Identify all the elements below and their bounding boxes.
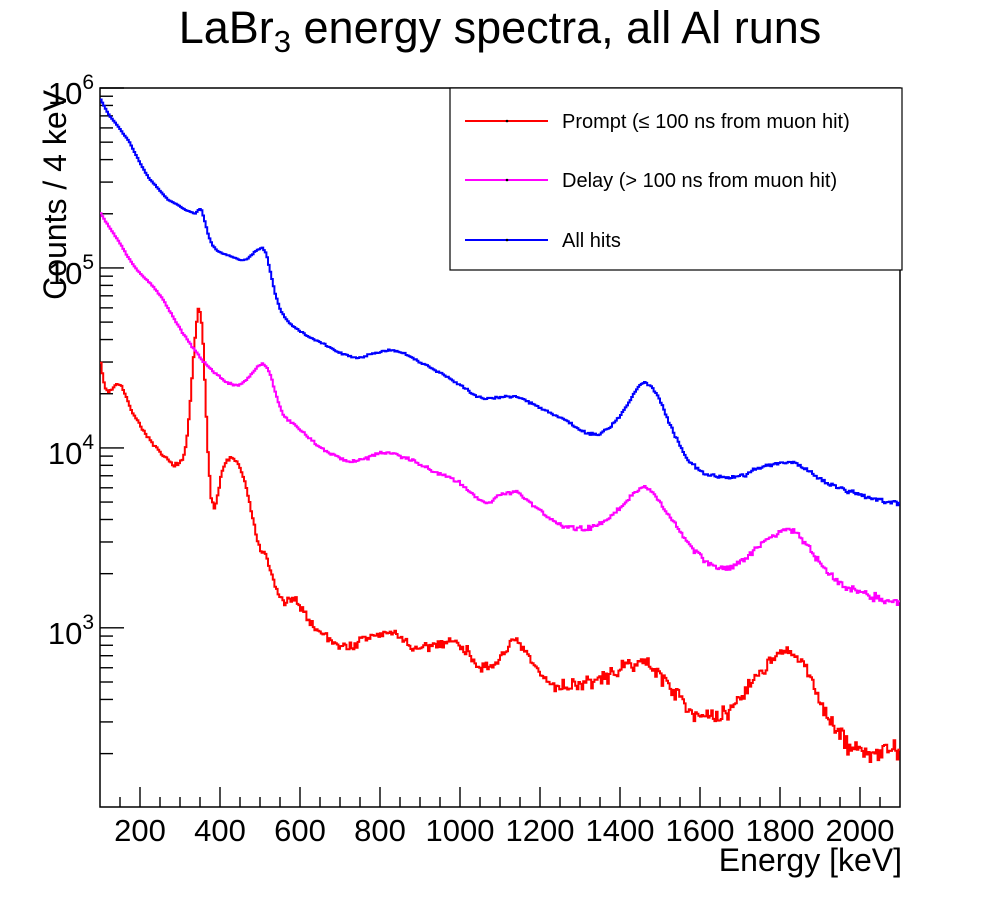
- x-tick-label: 1800: [746, 813, 815, 848]
- x-axis: 200 400 600 800 1000 1200 1400 1600 1800 2000: [114, 787, 894, 848]
- legend: Prompt (≤ 100 ns from muon hit) Delay (>…: [449, 87, 903, 271]
- legend-marker-allhits: [505, 238, 509, 242]
- series-line-prompt: [100, 307, 900, 763]
- x-axis-title: Energy [keV]: [719, 842, 902, 878]
- x-tick-label: 1600: [666, 813, 735, 848]
- y-tick-label: 103: [48, 611, 94, 651]
- legend-label-prompt: Prompt (≤ 100 ns from muon hit): [562, 111, 850, 133]
- x-tick-label: 600: [274, 813, 326, 848]
- series-line-allhits: [100, 98, 900, 507]
- series-line-delay: [100, 212, 900, 606]
- chart-title: LaBr3 energy spectra, all Al runs: [0, 0, 1000, 70]
- chart-title-prefix: LaBr: [178, 2, 274, 53]
- y-tick-label: 105: [48, 251, 94, 291]
- x-tick-label: 400: [194, 813, 246, 848]
- y-axis-title: Counts / 4 keV: [37, 89, 73, 300]
- y-tick-label: 104: [48, 431, 94, 471]
- legend-marker-delay: [505, 178, 509, 182]
- legend-marker-prompt: [505, 119, 509, 123]
- x-tick-label: 1200: [506, 813, 575, 848]
- y-tick-label: 106: [48, 71, 94, 111]
- x-tick-label: 1400: [586, 813, 655, 848]
- x-tick-label: 200: [114, 813, 166, 848]
- legend-label-allhits: All hits: [562, 230, 621, 252]
- y-axis: 103 104 105 106: [48, 71, 124, 755]
- legend-label-delay: Delay (> 100 ns from muon hit): [562, 170, 837, 192]
- x-tick-label: 2000: [826, 813, 895, 848]
- x-tick-label: 1000: [426, 813, 495, 848]
- series-lines: [100, 98, 900, 763]
- x-tick-label: 800: [354, 813, 406, 848]
- chart-title-subscript: 3: [273, 24, 292, 59]
- chart-title-suffix: energy spectra, all Al runs: [291, 2, 822, 53]
